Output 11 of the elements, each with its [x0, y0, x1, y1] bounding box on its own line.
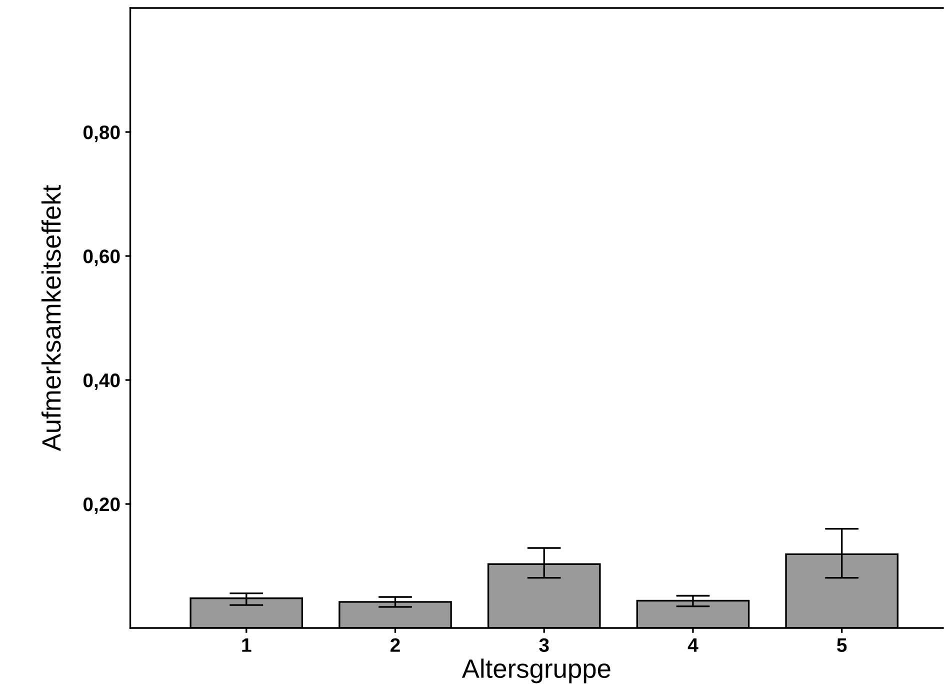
y-tick-label: 0,20 [83, 497, 120, 514]
x-tick-label: 2 [390, 638, 400, 652]
x-axis-title: Altersgruppe [462, 658, 610, 684]
x-tick-label: 1 [242, 638, 252, 652]
x-tick-label: 4 [688, 638, 698, 652]
y-tick-label: 0,40 [83, 373, 120, 390]
y-tick-label: 0,80 [83, 125, 120, 142]
y-axis-title: Aufmerksamkeitseffekt [41, 184, 61, 452]
x-tick-label: 5 [837, 638, 847, 652]
x-tick-label: 3 [539, 638, 549, 652]
y-tick-label: 0,60 [83, 249, 120, 266]
